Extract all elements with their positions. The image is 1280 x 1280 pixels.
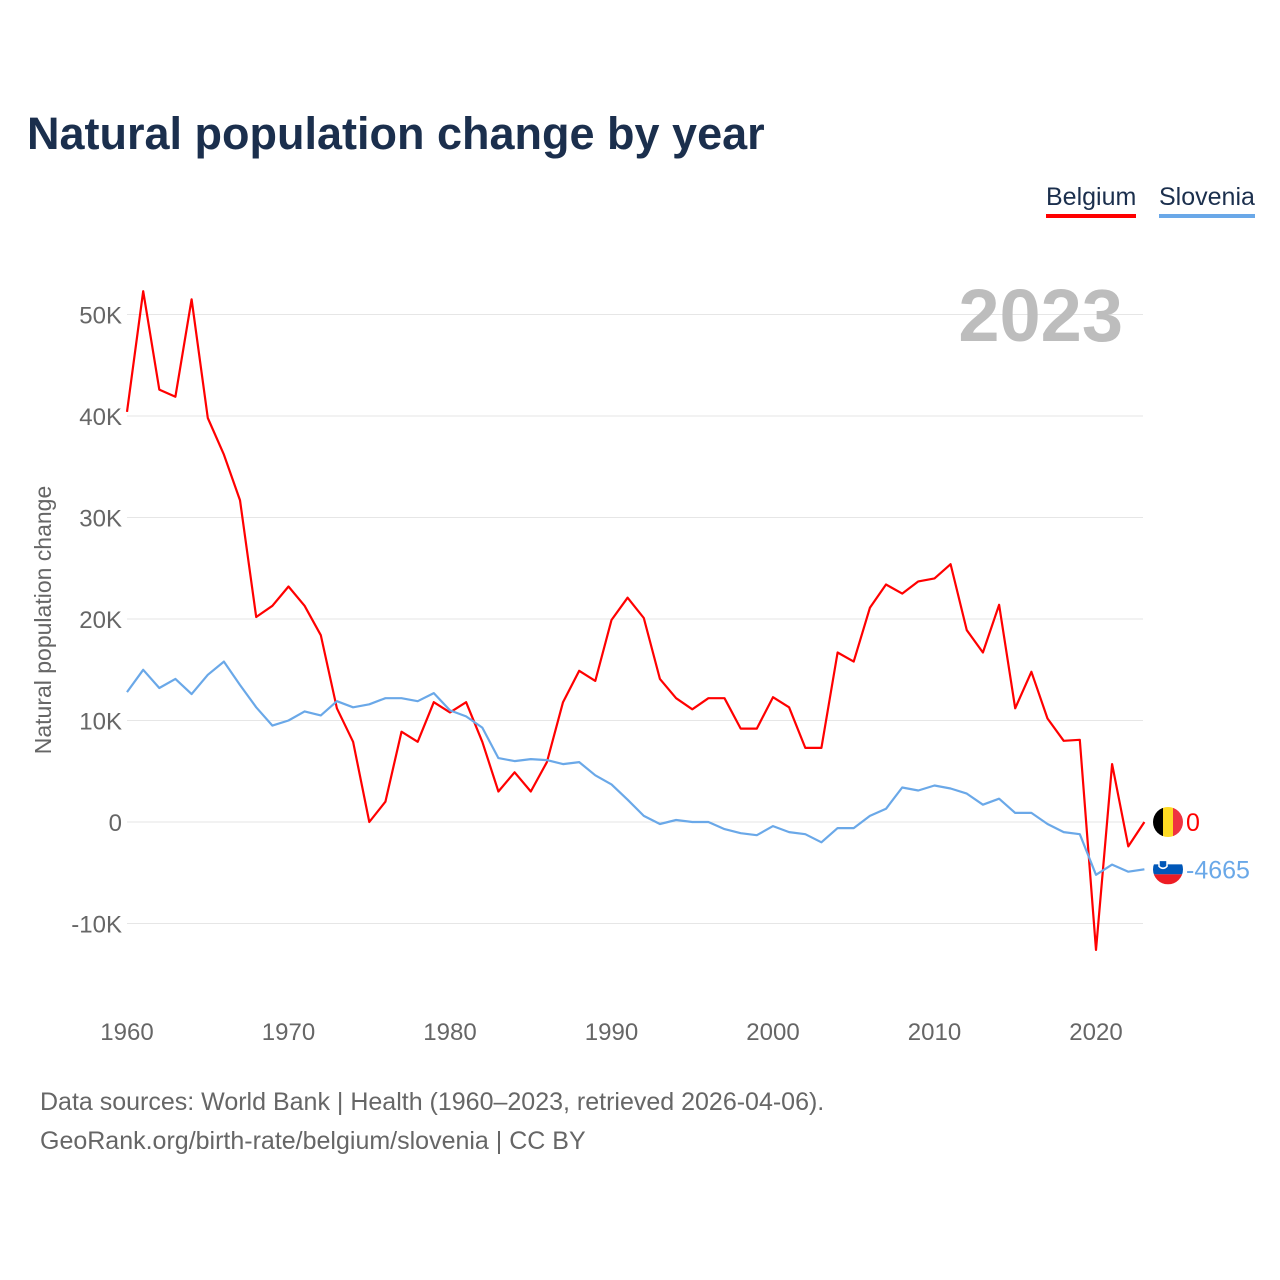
coat-of-arms [1158, 859, 1168, 870]
flag-stripe [1163, 807, 1173, 837]
y-tick-label: 20K [79, 607, 122, 634]
legend-belgium[interactable]: Belgium [1046, 183, 1137, 218]
x-tick-label: 2000 [746, 1019, 799, 1046]
slovenia-flag-icon [1153, 854, 1183, 885]
flag-stripe [1173, 807, 1183, 837]
y-tick-label: 40K [79, 404, 122, 431]
y-tick-label: 30K [79, 506, 122, 533]
flag-stripe [1153, 874, 1183, 885]
y-tick-label: 50K [79, 303, 122, 330]
series-line-belgium [125, 290, 1146, 952]
year-watermark: 2023 [958, 274, 1123, 357]
series-line-slovenia [126, 660, 1145, 876]
x-tick-label: 1970 [262, 1019, 315, 1046]
belgium-flag-icon [1153, 807, 1183, 837]
end-value-label: 0 [1186, 809, 1200, 837]
flag-stripe [1153, 854, 1183, 865]
x-tick-label: 1990 [585, 1019, 638, 1046]
flag-body [1153, 807, 1183, 837]
footer-link[interactable]: GeoRank.org/birth-rate/belgium/slovenia … [40, 1127, 586, 1155]
y-tick-label: 10K [79, 709, 122, 736]
flag-body [1153, 854, 1183, 885]
y-axis-label: Natural population change [30, 486, 56, 755]
chart-title: Natural population change by year [27, 108, 765, 159]
legend-slovenia[interactable]: Slovenia [1159, 183, 1255, 218]
y-tick-label: 0 [109, 810, 122, 837]
x-tick-label: 2010 [908, 1019, 961, 1046]
flag-stripe [1153, 807, 1163, 837]
end-value-label: -4665 [1186, 856, 1250, 884]
y-tick-label: -10K [71, 912, 122, 939]
x-tick-label: 1980 [423, 1019, 476, 1046]
flag-stripe [1153, 864, 1183, 875]
footer-sources: Data sources: World Bank | Health (1960–… [40, 1088, 825, 1116]
x-tick-label: 1960 [100, 1019, 153, 1046]
x-tick-label: 2020 [1069, 1019, 1122, 1046]
